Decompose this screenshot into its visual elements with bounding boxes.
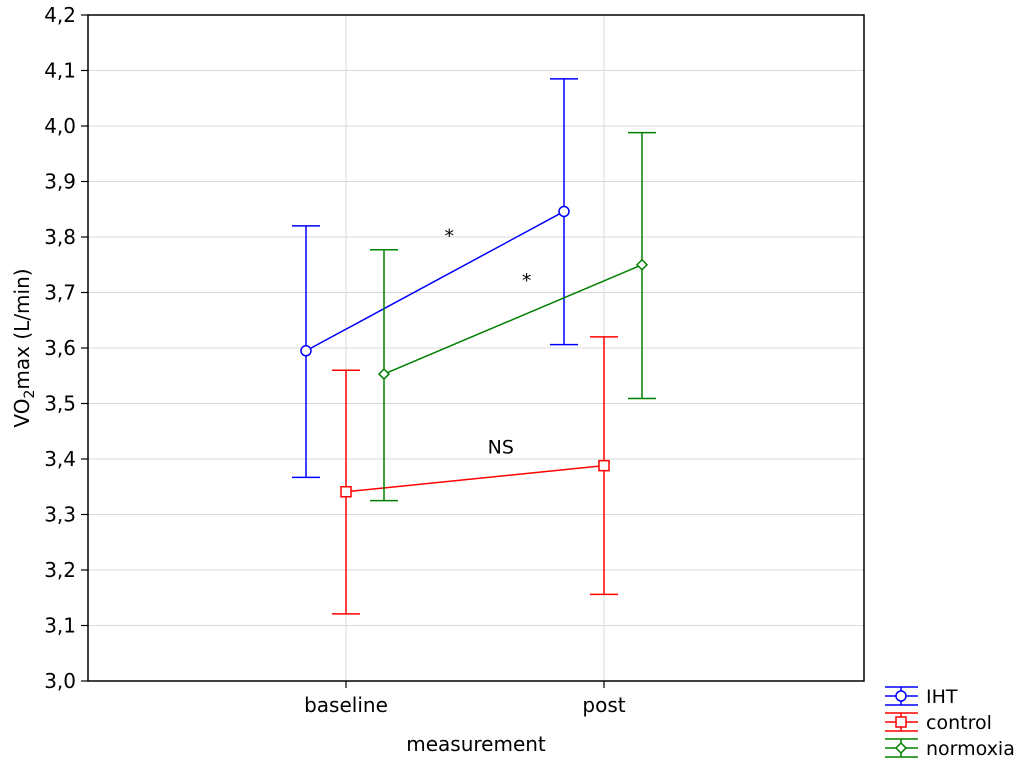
- y-axis-title-subscript: 2: [22, 390, 38, 399]
- series-line-IHT: [305, 210, 565, 352]
- y-tick-label: 3,8: [44, 225, 76, 249]
- y-axis-title-main: VO: [10, 398, 34, 427]
- series-IHT: [292, 78, 578, 479]
- series-control: [332, 336, 618, 615]
- data-point-IHT: [300, 345, 312, 357]
- legend-label: normoxia: [926, 738, 1015, 760]
- annotation-control: NS: [488, 436, 514, 458]
- y-axis-title: VO2max (L/min): [10, 268, 38, 427]
- annotation-IHT: *: [444, 226, 454, 248]
- series-normoxia: [370, 131, 656, 502]
- y-tick-label: 3,3: [44, 503, 76, 527]
- series-layer: [292, 78, 656, 615]
- series-line-normoxia: [383, 264, 643, 375]
- x-axis: baseline post: [304, 681, 626, 717]
- data-point-control: [598, 459, 610, 472]
- legend-label: control: [926, 712, 992, 734]
- y-axis-title-rest: max (L/min): [10, 268, 34, 389]
- annotation-normoxia: *: [522, 270, 532, 292]
- legend-item-control: control: [885, 712, 992, 734]
- y-tick-label: 3,2: [44, 558, 76, 582]
- legend-label: IHT: [926, 686, 958, 708]
- grid: [88, 15, 864, 681]
- legend-marker: [895, 716, 907, 728]
- data-point-normoxia: [635, 258, 649, 271]
- y-tick-label: 3,7: [44, 281, 76, 305]
- legend-marker: [895, 690, 907, 702]
- series-line-control: [345, 464, 605, 493]
- x-tick-label: post: [582, 693, 625, 717]
- y-tick-label: 4,2: [44, 3, 76, 27]
- data-point-IHT: [558, 205, 570, 218]
- legend-item-normoxia: normoxia: [885, 738, 1015, 760]
- x-tick-label: baseline: [304, 693, 388, 717]
- y-tick-label: 4,0: [44, 114, 76, 138]
- y-tick-label: 3,1: [44, 614, 76, 638]
- y-tick-label: 4,1: [44, 59, 76, 83]
- data-point-normoxia: [377, 368, 391, 381]
- legend-marker: [894, 741, 908, 755]
- y-tick-label: 3,6: [44, 336, 76, 360]
- y-tick-label: 3,4: [44, 447, 76, 471]
- y-axis: 3,0 3,1 3,2 3,3 3,4 3,5 3,6 3,7 3,8 3,9 4,0 4,1 4,2: [44, 3, 88, 693]
- x-axis-title: measurement: [406, 732, 546, 756]
- data-point-control: [340, 485, 352, 498]
- legend: IHT control normoxia: [885, 686, 1015, 760]
- legend-item-IHT: IHT: [885, 686, 958, 708]
- y-tick-label: 3,9: [44, 170, 76, 194]
- y-tick-label: 3,0: [44, 669, 76, 693]
- y-tick-label: 3,5: [44, 392, 76, 416]
- annotations-layer: * * NS: [444, 226, 531, 459]
